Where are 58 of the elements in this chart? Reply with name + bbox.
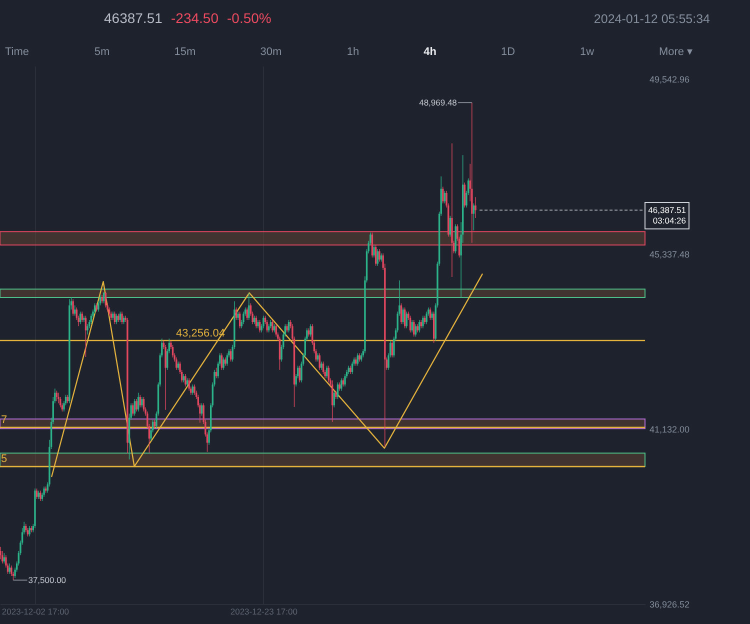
text: 5m (94, 46, 110, 58)
candlestick (262, 315, 264, 329)
ref-line-label: 46,387.51 03:04:26 (648, 205, 686, 226)
candlestick (3, 552, 6, 564)
candlestick (413, 320, 415, 337)
candlestick (121, 311, 123, 324)
text: 1D (500, 46, 516, 58)
y-tick-label: 41,132.00 (650, 424, 690, 434)
candlestick (60, 396, 62, 408)
candlestick (222, 357, 224, 370)
text: -234.50 (171, 10, 219, 26)
candlestick (8, 563, 10, 574)
annotation: 5 (0, 453, 8, 465)
annotation: 37,500.00 (28, 575, 66, 586)
candlestick (272, 320, 274, 333)
y-tick-label: 45,337.48 (650, 249, 690, 260)
candlestick (442, 186, 444, 204)
text: 4h (424, 46, 437, 58)
candlestick (422, 315, 424, 329)
candlestick (411, 320, 413, 333)
annotation: 48,969.48 (419, 98, 458, 108)
y-tick-label: 36,926.52 (650, 600, 690, 610)
text: 2024-01-12 05:55:34 (594, 12, 710, 26)
x-tick-label: 2023-12-02 17:00 (2, 606, 70, 616)
candlestick (266, 320, 268, 333)
candlestick (43, 486, 45, 498)
text: 1w (580, 46, 594, 58)
candlestick (310, 324, 312, 337)
text: 46387.51 (104, 10, 163, 26)
candlestick (248, 292, 250, 320)
candlestick (81, 311, 83, 322)
text: More ▾ (658, 46, 694, 58)
x-tick-label: 2023-12-23 17:00 (230, 606, 298, 616)
candlestick (402, 307, 404, 324)
text: 30m (260, 46, 282, 58)
candlestick (136, 398, 138, 412)
candlestick (86, 324, 88, 335)
candlestick (141, 396, 143, 408)
candlestick (58, 392, 60, 404)
candlestick (116, 313, 118, 324)
candlestick (373, 244, 375, 258)
text: 15m (174, 46, 196, 58)
candlestick (1, 550, 4, 564)
candlestick (188, 378, 190, 392)
y-tick-label: 49,542.96 (650, 74, 690, 84)
candlestick (184, 374, 186, 387)
candlestick (194, 384, 196, 396)
text: 1h (346, 46, 360, 58)
text: -0.50% (227, 10, 272, 26)
candlestick (344, 374, 346, 387)
candlestick (10, 565, 12, 576)
text: Time (4, 46, 30, 58)
candlestick (83, 315, 85, 322)
candlestick (40, 490, 42, 502)
candlestick (28, 526, 30, 537)
candlestick (242, 311, 244, 324)
candlestick (72, 298, 74, 316)
candlestick (164, 344, 166, 410)
